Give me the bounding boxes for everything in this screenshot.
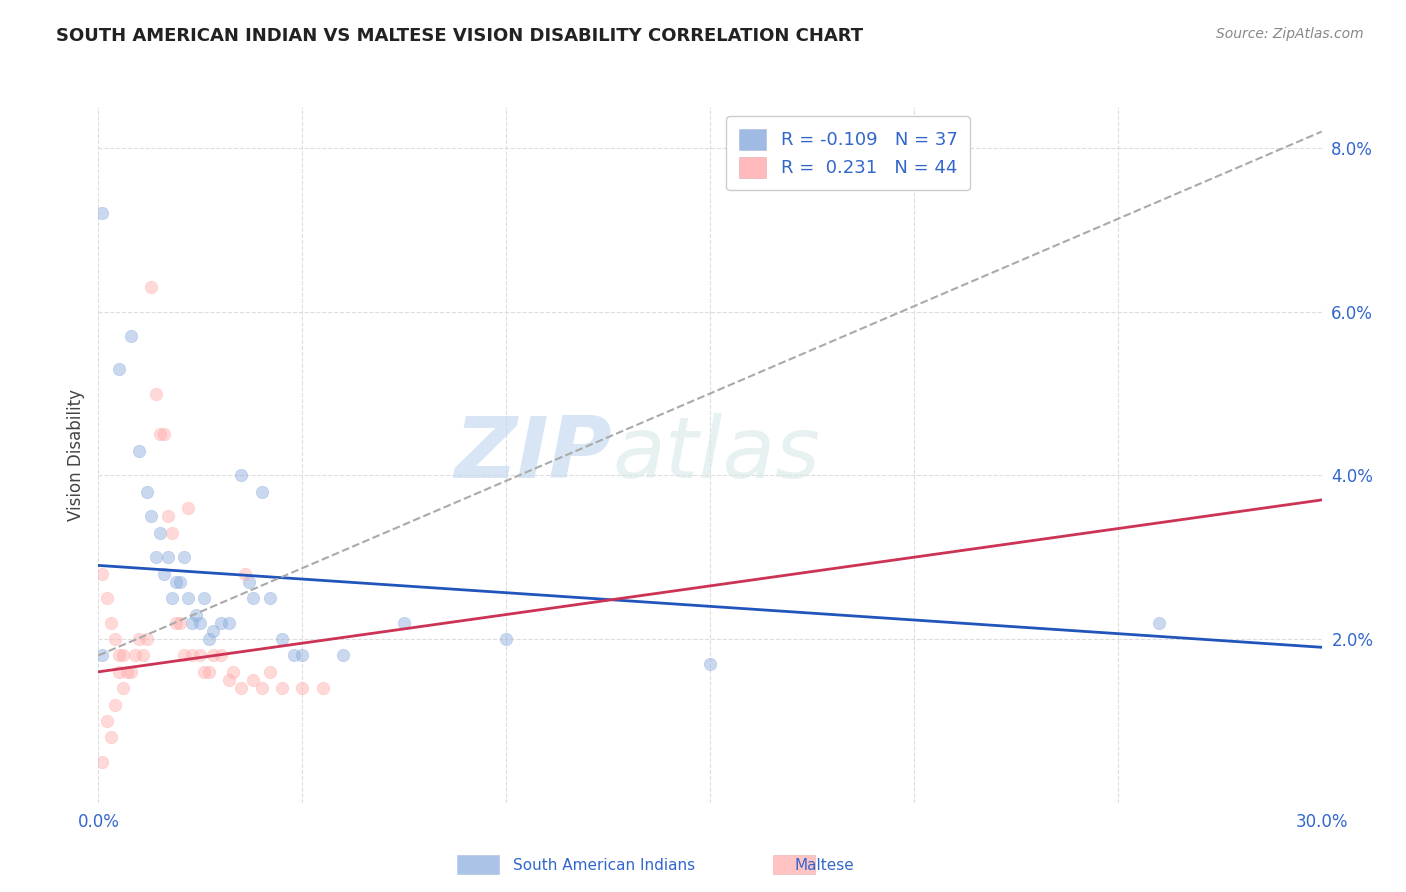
Point — [283, 648, 305, 663]
Point — [173, 648, 195, 663]
Point — [242, 591, 264, 606]
Point — [392, 615, 416, 630]
Point — [156, 509, 179, 524]
Point — [259, 591, 281, 606]
Point — [111, 681, 134, 696]
Point — [186, 607, 208, 622]
Point — [231, 681, 253, 696]
Point — [152, 427, 174, 442]
Point — [120, 329, 142, 343]
Point — [152, 566, 174, 581]
Point — [91, 206, 114, 220]
Point — [104, 698, 127, 712]
Point — [242, 673, 264, 687]
Point — [149, 525, 172, 540]
Point — [96, 591, 118, 606]
Point — [250, 484, 273, 499]
Point — [197, 665, 219, 679]
Point — [181, 648, 204, 663]
Point — [197, 632, 219, 646]
Point — [188, 648, 212, 663]
Point — [699, 657, 721, 671]
Point — [259, 665, 281, 679]
Y-axis label: Vision Disability: Vision Disability — [66, 389, 84, 521]
Point — [312, 681, 335, 696]
Point — [188, 615, 212, 630]
Text: atlas: atlas — [612, 413, 820, 497]
Point — [149, 427, 172, 442]
Point — [111, 648, 134, 663]
Point — [270, 681, 294, 696]
Point — [136, 632, 159, 646]
Point — [177, 501, 200, 516]
Point — [141, 509, 163, 524]
Text: SOUTH AMERICAN INDIAN VS MALTESE VISION DISABILITY CORRELATION CHART: SOUTH AMERICAN INDIAN VS MALTESE VISION … — [56, 27, 863, 45]
Point — [120, 665, 142, 679]
Point — [193, 591, 215, 606]
Point — [91, 648, 114, 663]
Text: South American Indians: South American Indians — [513, 858, 696, 872]
Text: Maltese: Maltese — [794, 858, 853, 872]
Point — [145, 386, 167, 401]
Point — [156, 550, 179, 565]
Point — [100, 731, 122, 745]
Point — [222, 665, 245, 679]
Point — [160, 525, 183, 540]
Point — [128, 632, 150, 646]
Point — [495, 632, 517, 646]
Point — [201, 648, 224, 663]
Point — [108, 665, 131, 679]
Point — [181, 615, 204, 630]
Point — [165, 615, 187, 630]
Text: Source: ZipAtlas.com: Source: ZipAtlas.com — [1216, 27, 1364, 41]
Point — [145, 550, 167, 565]
Point — [91, 566, 114, 581]
Point — [165, 574, 187, 589]
Point — [104, 632, 127, 646]
Point — [132, 648, 155, 663]
Point — [108, 362, 131, 376]
Point — [250, 681, 273, 696]
Legend: R = -0.109   N = 37, R =  0.231   N = 44: R = -0.109 N = 37, R = 0.231 N = 44 — [727, 116, 970, 190]
Point — [332, 648, 354, 663]
Text: ZIP: ZIP — [454, 413, 612, 497]
Point — [201, 624, 224, 638]
Point — [169, 615, 191, 630]
Point — [177, 591, 200, 606]
Point — [209, 648, 232, 663]
Point — [270, 632, 294, 646]
Point — [169, 574, 191, 589]
Point — [100, 615, 122, 630]
Point — [231, 468, 253, 483]
Point — [173, 550, 195, 565]
Point — [291, 681, 314, 696]
Point — [108, 648, 131, 663]
Point — [160, 591, 183, 606]
Point — [193, 665, 215, 679]
Point — [136, 484, 159, 499]
Point — [238, 574, 260, 589]
Point — [141, 280, 163, 294]
Point — [233, 566, 256, 581]
Point — [291, 648, 314, 663]
Point — [115, 665, 138, 679]
Point — [209, 615, 232, 630]
Point — [91, 755, 114, 769]
Point — [96, 714, 118, 728]
Point — [124, 648, 146, 663]
Point — [218, 615, 240, 630]
Point — [128, 443, 150, 458]
Point — [1147, 615, 1170, 630]
Point — [218, 673, 240, 687]
